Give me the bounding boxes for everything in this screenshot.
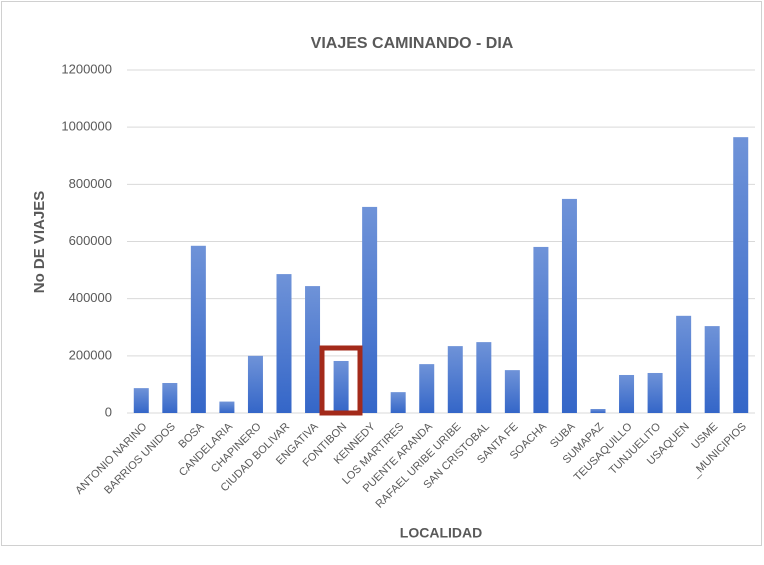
bar [419,364,435,413]
bar [390,392,406,413]
bar [247,355,263,413]
bar [619,374,635,413]
y-tick-label: 200000 [69,347,112,362]
y-tick-label: 600000 [69,233,112,248]
y-tick-label: 1000000 [61,119,112,134]
y-axis-label: No DE VIAJES [31,191,48,294]
bar [190,245,206,413]
y-tick-label: 800000 [69,176,112,191]
highlight-box [319,345,363,416]
bar [504,370,520,413]
bar [162,382,178,413]
chart-title: VIAJES CAMINANDO - DIA [311,35,514,52]
chart-frame [1,1,762,546]
bar [219,401,235,413]
grid [127,69,755,414]
bar [476,342,492,413]
bar [590,408,606,413]
bar [676,315,692,413]
bar [133,388,149,413]
bar [333,360,349,413]
y-tick-label: 400000 [69,290,112,305]
bar [305,286,321,413]
y-tick-label: 0 [105,404,112,419]
bar [733,137,749,413]
bar [647,372,663,413]
bar [276,274,292,413]
x-axis-label: LOCALIDAD [400,525,482,541]
bar [362,206,378,413]
bar [561,198,577,413]
y-tick-label: 1200000 [61,61,112,76]
bars [133,137,749,413]
bar [533,246,549,413]
bar [447,346,463,413]
bar [704,326,720,413]
